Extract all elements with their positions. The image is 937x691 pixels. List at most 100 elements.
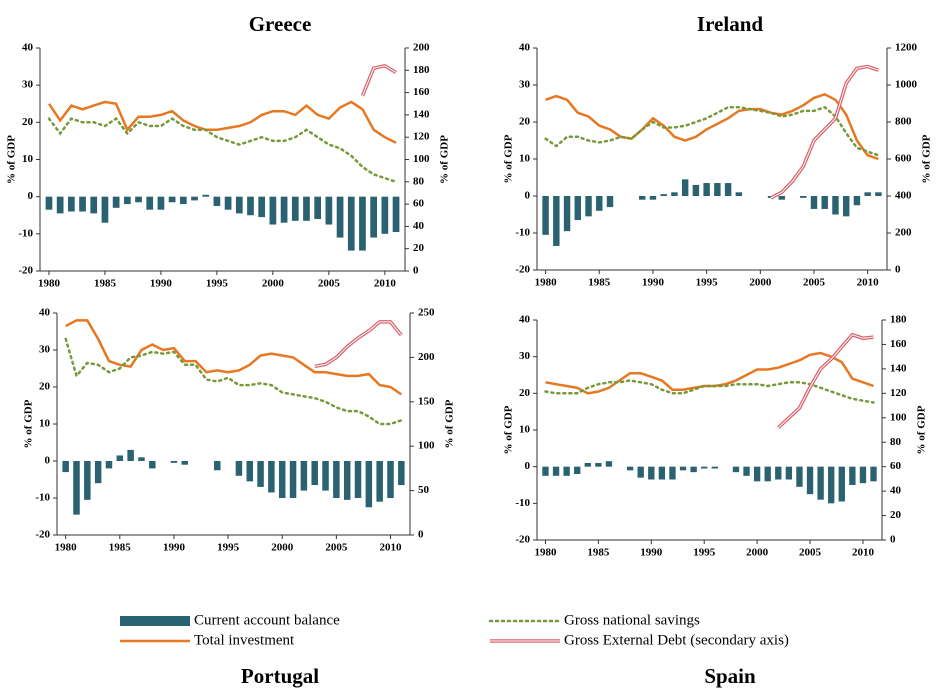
bar (552, 466, 560, 476)
line-inner (777, 334, 874, 428)
y-tick-label: 30 (519, 79, 531, 91)
y2-tick-label: 1200 (895, 42, 918, 54)
x-tick-label: 2005 (799, 547, 822, 559)
bar (269, 196, 277, 225)
bar (224, 196, 232, 210)
y-tick-label: 20 (519, 387, 531, 399)
y2-tick-label: 160 (413, 86, 430, 98)
bar (810, 196, 818, 209)
y2-tick-label: 1000 (895, 79, 918, 91)
bar (354, 461, 362, 498)
y2-tick-label: 160 (890, 338, 907, 350)
bar (732, 466, 740, 473)
bar (127, 449, 134, 461)
y-axis-label: % of GDP (23, 399, 35, 448)
y-tick-label: 10 (22, 153, 34, 165)
x-tick-label: 1985 (587, 547, 610, 559)
bar (398, 461, 405, 486)
x-tick-label: 1980 (38, 278, 61, 290)
bar (138, 457, 145, 461)
bar (90, 196, 98, 214)
bar (181, 461, 189, 465)
bar (842, 196, 850, 217)
bar (596, 196, 603, 211)
bar (235, 196, 243, 214)
line-dotted (64, 337, 403, 426)
bar (821, 196, 828, 209)
bar (724, 183, 732, 196)
bar (333, 461, 340, 498)
bar (303, 196, 310, 221)
bar (711, 466, 718, 469)
y-tick-label: -10 (18, 227, 33, 239)
y2-tick-label: 50 (418, 484, 430, 496)
bar (392, 196, 400, 232)
bar (202, 194, 210, 197)
bar (853, 196, 861, 206)
bar (605, 461, 613, 467)
bar (669, 466, 676, 480)
bar (73, 461, 80, 515)
line-double (770, 64, 879, 200)
bar (638, 196, 646, 200)
legend-swatch (120, 616, 190, 626)
line-line (65, 319, 403, 396)
bar (213, 196, 221, 206)
bar (67, 196, 75, 212)
legend-label: Total investment (194, 632, 295, 648)
chart-title: Portugal (241, 664, 319, 688)
bar (838, 466, 845, 502)
bar (365, 461, 373, 508)
line-line (545, 92, 879, 161)
bar (258, 196, 266, 218)
y-axis-label: % of GDP (503, 134, 515, 183)
y-tick-label: 30 (39, 344, 51, 356)
x-tick-label: 1995 (696, 277, 719, 289)
bar (311, 461, 318, 486)
bar (105, 461, 113, 469)
y2-tick-label: 0 (418, 529, 424, 541)
bar (690, 466, 697, 473)
bar (300, 461, 308, 491)
y2-tick-label: 80 (413, 175, 425, 187)
x-tick-label: 1985 (109, 542, 132, 554)
bar (637, 466, 644, 478)
y-tick-label: 10 (519, 424, 531, 436)
bar (864, 192, 871, 196)
chart-title: Spain (704, 664, 756, 688)
y2-tick-label: 40 (413, 220, 425, 232)
y2-tick-label: 400 (895, 190, 912, 202)
bar (785, 466, 793, 480)
bar (168, 196, 176, 203)
line-inner (362, 65, 397, 97)
bar (832, 196, 839, 215)
y-tick-label: 40 (519, 314, 531, 326)
bar (606, 196, 614, 208)
x-tick-label: 1980 (55, 542, 78, 554)
y2-tick-label: 0 (895, 264, 901, 276)
bar (116, 455, 124, 461)
x-tick-label: 1990 (642, 277, 665, 289)
y-tick-label: -20 (515, 264, 530, 276)
y-tick-label: 20 (519, 116, 531, 128)
y2-axis-label: % of GDP (921, 134, 933, 183)
bar (387, 461, 394, 498)
line-double (314, 320, 403, 369)
bar (648, 466, 655, 480)
y-tick-label: 10 (39, 418, 51, 430)
bar (347, 196, 355, 251)
y2-tick-label: 180 (890, 314, 907, 326)
bar (268, 461, 275, 493)
y2-axis-label: % of GDP (444, 399, 456, 448)
bar (314, 196, 322, 219)
bar (806, 466, 814, 495)
bar (875, 192, 882, 196)
x-tick-label: 1995 (693, 547, 716, 559)
bar (112, 196, 120, 208)
y2-tick-label: 140 (890, 362, 907, 374)
bar (135, 196, 142, 203)
bar (247, 196, 254, 216)
line-inner (770, 65, 879, 199)
x-tick-label: 2010 (857, 277, 880, 289)
